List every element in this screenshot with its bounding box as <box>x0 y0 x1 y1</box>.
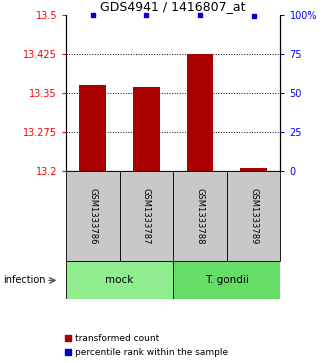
Bar <box>173 171 227 261</box>
Bar <box>80 85 106 171</box>
Bar <box>227 171 280 261</box>
Legend: transformed count, percentile rank within the sample: transformed count, percentile rank withi… <box>64 334 228 357</box>
Text: infection: infection <box>3 276 46 285</box>
Text: mock: mock <box>106 276 134 285</box>
Bar <box>173 261 280 299</box>
Title: GDS4941 / 1416807_at: GDS4941 / 1416807_at <box>101 0 246 13</box>
Bar <box>119 171 173 261</box>
Text: GSM1333789: GSM1333789 <box>249 188 258 244</box>
Text: GSM1333788: GSM1333788 <box>196 188 205 244</box>
Bar <box>66 171 119 261</box>
Bar <box>240 168 267 171</box>
Text: GSM1333786: GSM1333786 <box>88 188 97 244</box>
Text: GSM1333787: GSM1333787 <box>142 188 151 244</box>
Bar <box>187 53 214 171</box>
Bar <box>133 87 160 171</box>
Bar <box>66 261 173 299</box>
Text: T. gondii: T. gondii <box>205 276 249 285</box>
